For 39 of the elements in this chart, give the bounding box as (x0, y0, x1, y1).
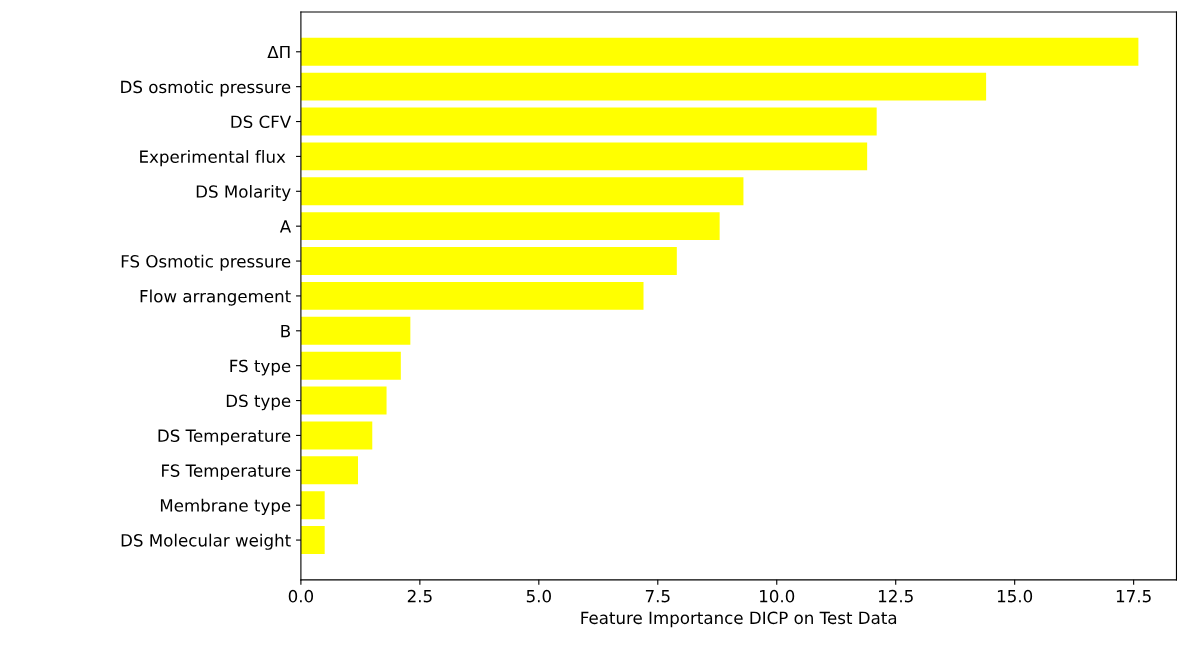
y-tick-label: Flow arrangement (140, 289, 291, 306)
bar (300, 386, 387, 415)
bar (300, 421, 373, 450)
x-tick-label: 10.0 (760, 589, 795, 603)
bar (300, 491, 325, 520)
y-tick-label: DS Molarity (196, 184, 291, 202)
x-axis-title: Feature Importance DICP on Test Data (581, 611, 897, 628)
y-tick-label: FS Temperature (162, 464, 291, 481)
y-tick-label: DS Molecular weight (121, 533, 291, 550)
bar (300, 107, 877, 136)
bar (300, 72, 987, 101)
bar (300, 526, 325, 555)
y-tick-label: A (279, 220, 292, 233)
bar (300, 247, 677, 275)
bar (300, 351, 401, 380)
x-tick-label: 7.5 (645, 590, 670, 603)
bar (300, 177, 744, 206)
y-tick-label: Experimental flux (140, 150, 286, 167)
bar (300, 37, 1139, 66)
x-tick-label: 12.5 (878, 589, 913, 603)
bar (300, 142, 868, 171)
bar (300, 212, 720, 241)
x-tick-label: 15.0 (997, 589, 1033, 603)
y-tick-label: DS type (226, 394, 291, 411)
x-tick-label: 5.0 (526, 589, 551, 603)
y-tick-label: DS osmotic pressure (121, 80, 291, 97)
y-tick-label: ΔΠ (267, 45, 290, 59)
y-tick-label: FS Osmotic pressure (121, 254, 291, 271)
y-tick-label: DS Temperature (158, 429, 291, 446)
bar (300, 281, 644, 310)
x-tick-label: 17.5 (1116, 590, 1151, 603)
y-tick-label: B (281, 324, 290, 338)
x-tick-label: 0.0 (288, 589, 314, 603)
x-tick-label: 2.5 (407, 589, 432, 603)
bar (300, 316, 411, 345)
bar (300, 456, 358, 485)
y-tick-label: DS CFV (231, 115, 292, 129)
y-tick-label: FS type (230, 359, 291, 376)
y-tick-label: Membrane type (160, 498, 291, 515)
